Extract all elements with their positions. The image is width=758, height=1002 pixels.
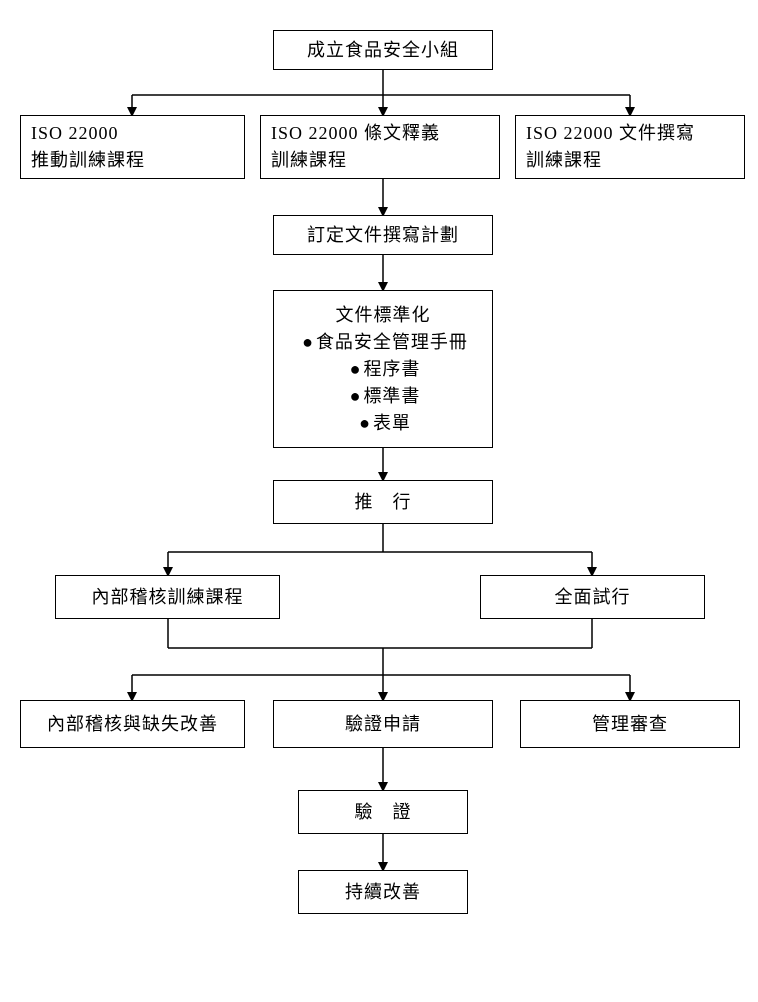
- node-n4: 文件標準化食品安全管理手冊程序書標準書表單: [273, 290, 493, 448]
- node-line: 內部稽核與缺失改善: [47, 711, 218, 738]
- node-line: 持續改善: [345, 879, 421, 906]
- node-line: 全面試行: [555, 584, 631, 611]
- node-n6b: 全面試行: [480, 575, 705, 619]
- node-n7c: 管理審查: [520, 700, 740, 748]
- node-line: 訓練課程: [526, 147, 602, 174]
- node-n2c: ISO 22000 文件撰寫訓練課程: [515, 115, 745, 179]
- node-bullet: 標準書: [346, 383, 421, 410]
- node-line: 推 行: [355, 489, 412, 516]
- node-bullet: 食品安全管理手冊: [298, 329, 468, 356]
- node-line: ISO 22000: [31, 120, 119, 147]
- node-n5: 推 行: [273, 480, 493, 524]
- node-line: 內部稽核訓練課程: [92, 584, 244, 611]
- node-n2a: ISO 22000推動訓練課程: [20, 115, 245, 179]
- node-n2b: ISO 22000 條文釋義訓練課程: [260, 115, 500, 179]
- node-bullet: 表單: [355, 410, 411, 437]
- node-n6a: 內部稽核訓練課程: [55, 575, 280, 619]
- node-n7a: 內部稽核與缺失改善: [20, 700, 245, 748]
- node-line: 驗證申請: [345, 711, 421, 738]
- node-line: ISO 22000 條文釋義: [271, 120, 440, 147]
- node-n1: 成立食品安全小組: [273, 30, 493, 70]
- node-line: 管理審查: [592, 711, 668, 738]
- node-n3: 訂定文件撰寫計劃: [273, 215, 493, 255]
- node-line: 成立食品安全小組: [307, 37, 459, 64]
- node-line: 推動訓練課程: [31, 147, 145, 174]
- node-n9: 持續改善: [298, 870, 468, 914]
- node-n7b: 驗證申請: [273, 700, 493, 748]
- node-line: 訂定文件撰寫計劃: [307, 222, 459, 249]
- node-bullet: 程序書: [346, 356, 421, 383]
- node-line: 訓練課程: [271, 147, 347, 174]
- node-n8: 驗 證: [298, 790, 468, 834]
- node-title: 文件標準化: [274, 302, 492, 329]
- flowchart-canvas: 成立食品安全小組ISO 22000推動訓練課程ISO 22000 條文釋義訓練課…: [0, 0, 758, 1002]
- node-line: ISO 22000 文件撰寫: [526, 120, 695, 147]
- node-line: 驗 證: [355, 799, 412, 826]
